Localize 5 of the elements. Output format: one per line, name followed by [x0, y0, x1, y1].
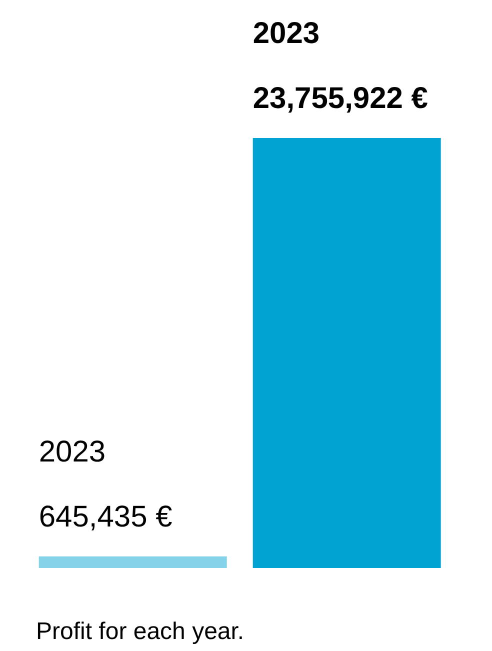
annotation: 2023	[252, 17, 320, 50]
data-label: 645,435 €	[38, 500, 173, 534]
annotation: 2023	[38, 435, 106, 468]
text: Profit for each year.	[36, 618, 246, 646]
data-label: 23,755,922 €	[252, 82, 428, 115]
